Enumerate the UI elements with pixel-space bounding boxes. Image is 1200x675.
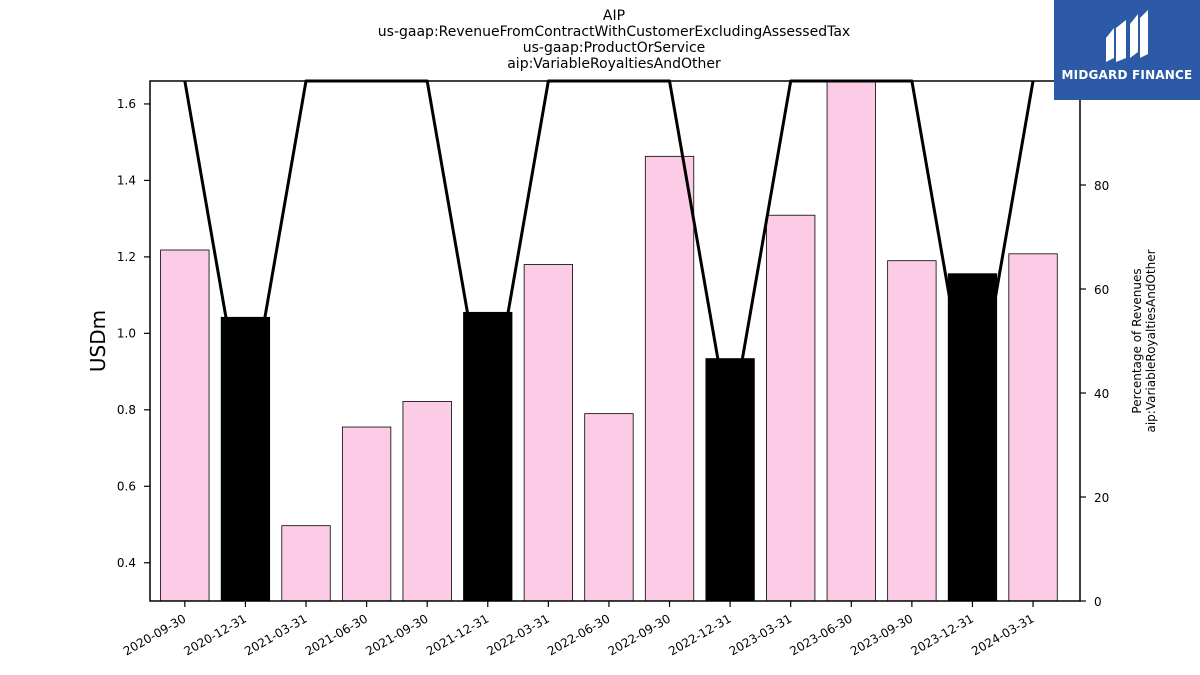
y-tick-label: 1.4 <box>117 173 136 187</box>
bar <box>705 358 755 602</box>
y-tick-label: 1.6 <box>117 97 136 111</box>
chart-title: AIPus-gaap:RevenueFromContractWithCustom… <box>378 8 850 72</box>
x-tick-label: 2021-06-30 <box>303 611 370 658</box>
bar <box>341 426 392 602</box>
secondary-y-axis-label: Percentage of Revenues aip:VariableRoyalt… <box>1130 249 1158 432</box>
bar <box>644 155 695 602</box>
x-tick-label: 2022-12-31 <box>666 611 733 658</box>
bar <box>1008 253 1058 602</box>
brand-name: MIDGARD FINANCE <box>1061 68 1193 82</box>
bar <box>463 311 513 602</box>
y-tick-label: 0.6 <box>117 479 136 493</box>
bar <box>220 316 271 602</box>
x-tick-label: 2021-03-31 <box>242 611 309 658</box>
bar <box>160 249 210 602</box>
x-tick-label: 2023-06-30 <box>787 611 854 658</box>
x-tick-label: 2022-03-31 <box>484 611 551 658</box>
bar <box>281 525 331 602</box>
x-tick-label: 2023-12-31 <box>909 611 976 658</box>
secondary-y-tick-label: 40 <box>1094 387 1109 401</box>
secondary-y-tick-label: 80 <box>1094 179 1109 193</box>
bar <box>402 401 452 602</box>
secondary-y-axis-label-line: aip:VariableRoyaltiesAndOther <box>1144 249 1158 432</box>
x-tick-label: 2023-09-30 <box>848 611 915 658</box>
bars <box>160 80 1058 602</box>
y-axis-label: USDm <box>86 310 110 372</box>
secondary-y-axis-ticks: 020406080100 <box>1080 75 1117 609</box>
chart-title-line: us-gaap:RevenueFromContractWithCustomerE… <box>378 24 850 40</box>
bar <box>887 260 937 602</box>
chart-title-line: AIP <box>603 8 625 24</box>
secondary-y-tick-label: 60 <box>1094 283 1109 297</box>
chart-title-line: aip:VariableRoyaltiesAndOther <box>507 56 721 72</box>
chart-title-line: us-gaap:ProductOrService <box>523 40 706 56</box>
x-tick-label: 2022-09-30 <box>606 611 673 658</box>
y-tick-label: 1.2 <box>117 250 136 264</box>
secondary-y-tick-label: 0 <box>1094 595 1102 609</box>
x-tick-label: 2020-09-30 <box>121 611 188 658</box>
bar <box>947 273 998 602</box>
y-tick-label: 0.8 <box>117 403 136 417</box>
secondary-y-axis-label-line: Percentage of Revenues <box>1130 268 1144 413</box>
x-tick-label: 2021-12-31 <box>424 611 491 658</box>
bar <box>766 214 816 602</box>
secondary-y-tick-label: 20 <box>1094 491 1109 505</box>
bar <box>826 80 876 602</box>
axes <box>149 80 1081 602</box>
brand-logo: MIDGARD FINANCE <box>1054 0 1200 100</box>
x-tick-label: 2024-03-31 <box>969 611 1036 658</box>
x-tick-label: 2020-12-31 <box>182 611 249 658</box>
x-tick-label: 2022-06-30 <box>545 611 612 658</box>
plot-frame <box>149 80 1081 602</box>
y-axis-ticks: 0.4 0.6 0.8 1.0 1.2 1.4 1.6 <box>117 97 150 570</box>
y-tick-label: 0.4 <box>117 556 136 570</box>
x-tick-label: 2021-09-30 <box>363 611 430 658</box>
x-axis-ticks: 2020-09-302020-12-312021-03-312021-06-30… <box>121 601 1037 658</box>
brand-mark-icon <box>1106 10 1148 62</box>
bar <box>523 264 573 602</box>
x-tick-label: 2023-03-31 <box>727 611 794 658</box>
bar <box>584 413 634 602</box>
y-tick-label: 1.0 <box>117 326 136 340</box>
